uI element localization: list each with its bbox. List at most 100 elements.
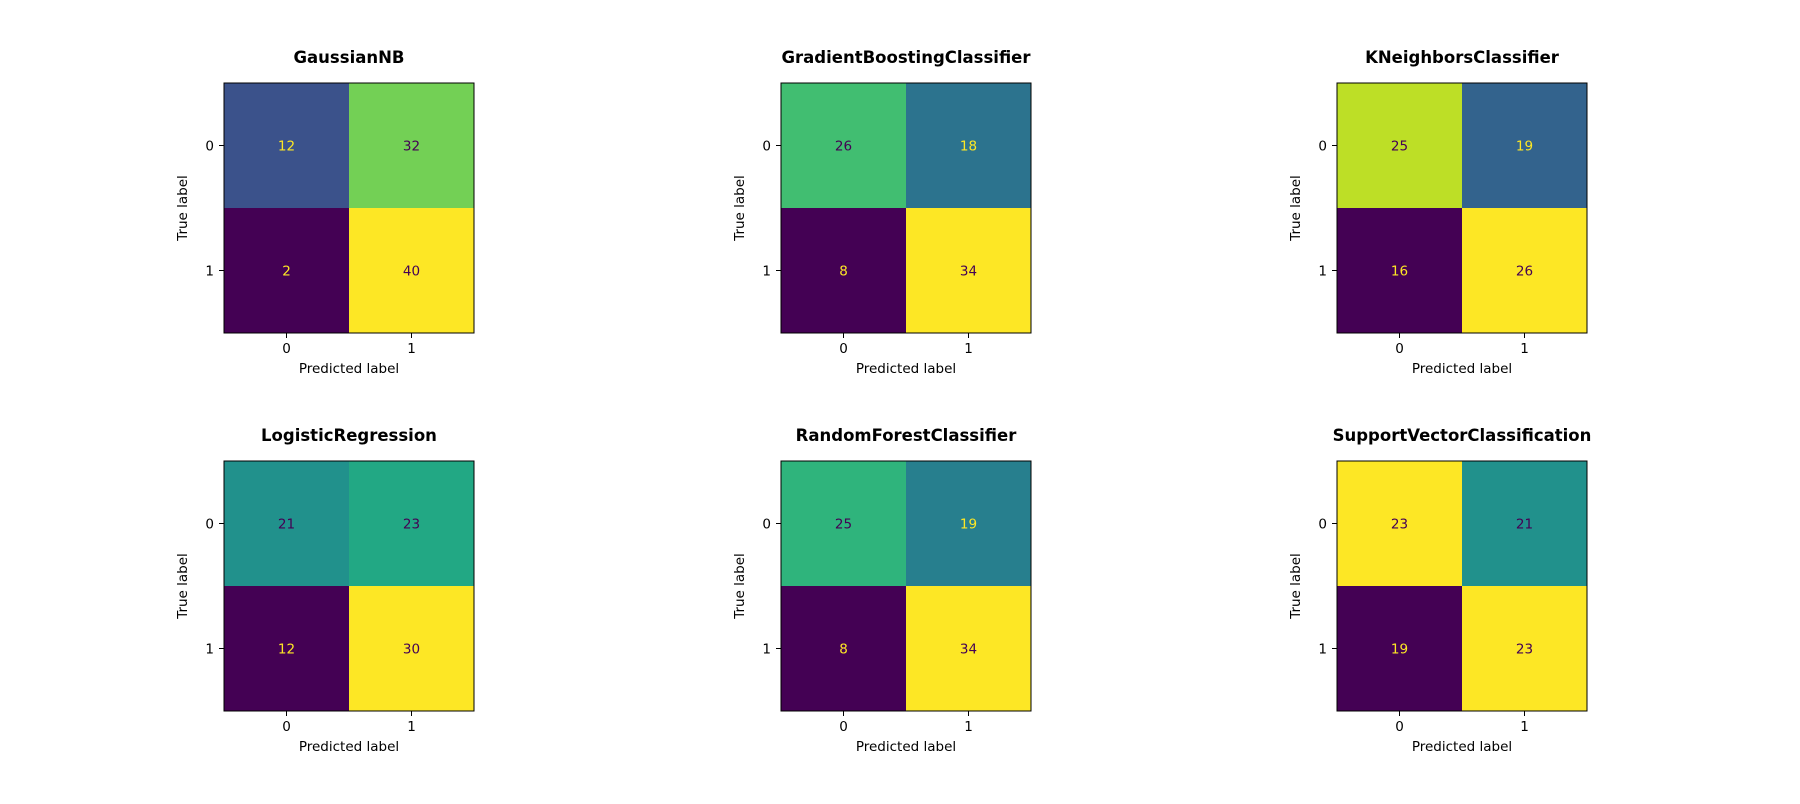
- heatmap-cell: [906, 83, 1031, 208]
- y-axis-label: True label: [175, 175, 191, 242]
- x-tick-label: 1: [964, 341, 973, 357]
- cell-value-label: 8: [839, 642, 848, 658]
- y-axis-label: True label: [1288, 175, 1304, 242]
- cell-value-label: 8: [839, 264, 848, 280]
- y-tick-label: 1: [762, 642, 771, 658]
- x-tick-label: 0: [282, 719, 291, 735]
- heatmap-cell: [1337, 461, 1462, 586]
- y-tick-label: 0: [762, 517, 771, 533]
- cell-value-label: 25: [835, 517, 852, 533]
- cell-value-label: 16: [1391, 264, 1408, 280]
- x-tick-label: 0: [1395, 719, 1404, 735]
- heatmap-cell: [781, 83, 906, 208]
- heatmap-cell: [906, 208, 1031, 333]
- x-tick-label: 0: [839, 719, 848, 735]
- y-tick-label: 1: [762, 264, 771, 280]
- confusion-matrix-panel: GradientBoostingClassifier 26 18 8 34 0 1 0 1 Pre…: [732, 48, 1032, 377]
- heatmap-cell: [1337, 208, 1462, 333]
- heatmap-cell: [224, 586, 349, 711]
- cell-value-label: 32: [403, 139, 420, 155]
- y-tick-label: 0: [1318, 517, 1327, 533]
- y-axis-label: True label: [1288, 553, 1304, 620]
- cell-value-label: 21: [278, 517, 295, 533]
- x-tick-label: 1: [407, 341, 416, 357]
- chart-title: SupportVectorClassification: [1333, 426, 1592, 445]
- confusion-matrix-panel: KNeighborsClassifier 25 19 16 26 0 1 0 1 Predicte…: [1288, 48, 1588, 377]
- y-tick-label: 0: [1318, 139, 1327, 155]
- plot-frame: [1336, 82, 1588, 334]
- x-axis-label: Predicted label: [299, 361, 399, 377]
- x-axis-label: Predicted label: [856, 361, 956, 377]
- cell-value-label: 2: [282, 264, 291, 280]
- heatmap-cell: [906, 461, 1031, 586]
- x-tick-label: 1: [1520, 719, 1529, 735]
- x-axis-label: Predicted label: [1412, 361, 1512, 377]
- confusion-matrix-panel: GaussianNB 12 32 2 40 0 1 0 1 Predicted label True…: [175, 48, 475, 377]
- x-tick-label: 1: [1520, 341, 1529, 357]
- cell-value-label: 12: [278, 642, 295, 658]
- heatmap-cell: [1462, 461, 1587, 586]
- heatmap-cell: [781, 208, 906, 333]
- x-axis-label: Predicted label: [856, 739, 956, 755]
- heatmap-cell: [224, 83, 349, 208]
- cell-value-label: 30: [403, 642, 420, 658]
- x-tick-label: 0: [839, 341, 848, 357]
- x-tick-label: 1: [964, 719, 973, 735]
- heatmap-cell: [349, 83, 474, 208]
- y-tick-label: 1: [205, 642, 214, 658]
- x-axis-label: Predicted label: [1412, 739, 1512, 755]
- heatmap-cell: [349, 461, 474, 586]
- chart-title: GaussianNB: [294, 48, 405, 67]
- chart-title: GradientBoostingClassifier: [781, 48, 1031, 67]
- x-tick-label: 0: [282, 341, 291, 357]
- y-tick-label: 0: [762, 139, 771, 155]
- heatmap-cell: [349, 586, 474, 711]
- cell-value-label: 34: [960, 642, 977, 658]
- confusion-matrix-panel: LogisticRegression 21 23 12 30 0 1 0 1 Predicted …: [175, 426, 475, 755]
- cell-value-label: 12: [278, 139, 295, 155]
- y-tick-label: 1: [1318, 642, 1327, 658]
- cell-value-label: 34: [960, 264, 977, 280]
- heatmap-cell: [906, 586, 1031, 711]
- y-tick-label: 0: [205, 139, 214, 155]
- heatmap-cell: [1462, 83, 1587, 208]
- cell-value-label: 26: [835, 139, 852, 155]
- cell-value-label: 25: [1391, 139, 1408, 155]
- x-tick-label: 0: [1395, 341, 1404, 357]
- chart-title: KNeighborsClassifier: [1365, 48, 1560, 67]
- x-tick-label: 1: [407, 719, 416, 735]
- plot-frame: [780, 82, 1032, 334]
- cell-value-label: 40: [403, 264, 420, 280]
- y-tick-label: 1: [1318, 264, 1327, 280]
- confusion-matrix-panel: RandomForestClassifier 25 19 8 34 0 1 0 1 Predict…: [732, 426, 1032, 755]
- cell-value-label: 18: [960, 139, 977, 155]
- plot-frame: [223, 82, 475, 334]
- plot-frame: [1336, 460, 1588, 712]
- heatmap-cell: [349, 208, 474, 333]
- cell-value-label: 26: [1516, 264, 1533, 280]
- y-tick-label: 0: [205, 517, 214, 533]
- x-axis-label: Predicted label: [299, 739, 399, 755]
- cell-value-label: 19: [1391, 642, 1408, 658]
- chart-title: LogisticRegression: [261, 426, 437, 445]
- y-axis-label: True label: [175, 553, 191, 620]
- cell-value-label: 19: [1516, 139, 1533, 155]
- cell-value-label: 23: [1516, 642, 1533, 658]
- heatmap-cell: [781, 586, 906, 711]
- y-axis-label: True label: [732, 553, 748, 620]
- cell-value-label: 21: [1516, 517, 1533, 533]
- heatmap-cell: [1462, 586, 1587, 711]
- heatmap-cell: [1462, 208, 1587, 333]
- heatmap-cell: [781, 461, 906, 586]
- cell-value-label: 19: [960, 517, 977, 533]
- plot-frame: [780, 460, 1032, 712]
- plot-frame: [223, 460, 475, 712]
- y-tick-label: 1: [205, 264, 214, 280]
- heatmap-cell: [224, 461, 349, 586]
- heatmap-cell: [1337, 586, 1462, 711]
- cell-value-label: 23: [403, 517, 420, 533]
- heatmap-cell: [224, 208, 349, 333]
